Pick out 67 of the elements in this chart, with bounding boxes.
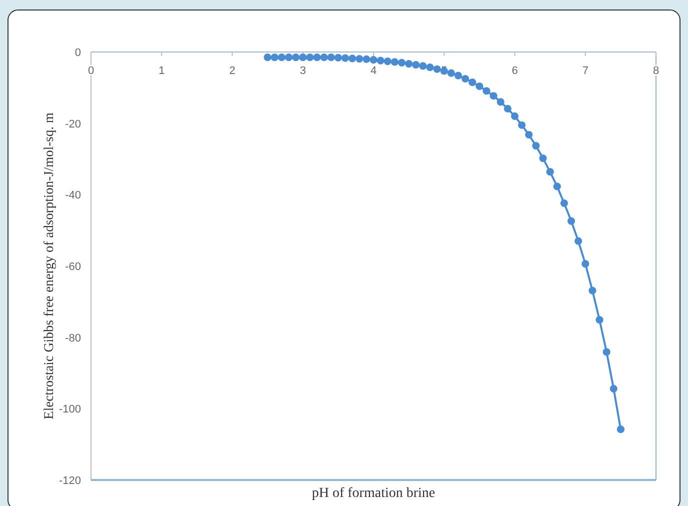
point (567, 217, 576, 225)
y-tick-label: -100 (58, 404, 81, 416)
point (433, 65, 441, 73)
point (525, 130, 533, 139)
point (596, 316, 604, 324)
point (454, 72, 462, 80)
x-tick-label: 6 (512, 65, 518, 77)
point (496, 98, 504, 106)
point (299, 54, 307, 62)
x-tick-label: 4 (370, 65, 377, 77)
point (482, 87, 490, 95)
point (390, 58, 398, 66)
x-tick-label: 0 (88, 65, 94, 77)
y-tick-label: -40 (65, 190, 81, 202)
point (356, 54, 364, 63)
point (574, 237, 582, 245)
point (560, 199, 568, 208)
point (462, 74, 470, 83)
point (490, 92, 498, 100)
point (518, 121, 526, 129)
point (341, 54, 350, 62)
point (588, 286, 596, 294)
point (306, 54, 314, 62)
point (476, 82, 484, 90)
x-tick-label: 2 (229, 65, 236, 77)
point (320, 54, 328, 62)
point (532, 142, 540, 150)
point (348, 54, 356, 62)
point (546, 168, 554, 176)
point (292, 54, 300, 62)
point (313, 54, 321, 62)
point (334, 54, 342, 62)
point (278, 54, 286, 62)
point (284, 54, 293, 62)
point (582, 260, 590, 268)
point (447, 69, 455, 77)
point (426, 64, 434, 72)
x-tick-label: 3 (300, 65, 306, 77)
x-tick-label: 1 (158, 65, 165, 77)
point (264, 54, 272, 62)
point (405, 60, 413, 68)
point (610, 384, 618, 392)
point (327, 54, 335, 62)
point (370, 56, 378, 64)
y-tick-label: -20 (65, 118, 81, 130)
point (440, 67, 448, 75)
y-tick-label: -120 (58, 475, 81, 487)
point (539, 154, 547, 162)
point (468, 78, 476, 86)
point (553, 182, 561, 190)
x-tick-label: 7 (582, 65, 588, 77)
point (419, 62, 427, 70)
point (504, 104, 512, 113)
point (362, 55, 370, 63)
x-axis-title: pH of formation brine (312, 486, 436, 501)
point (376, 56, 384, 64)
point (510, 112, 519, 120)
y-tick-label: 0 (74, 47, 81, 59)
y-tick-label: -60 (65, 261, 81, 273)
point (398, 58, 406, 66)
point (602, 348, 610, 356)
point (270, 54, 278, 62)
point (384, 57, 392, 66)
y-tick-label: -80 (65, 332, 81, 344)
point (616, 426, 624, 434)
y-axis-title: Electrostaic Gibbs free energy of adsorption-J/mol-sq. m (41, 112, 56, 420)
point (412, 61, 420, 69)
